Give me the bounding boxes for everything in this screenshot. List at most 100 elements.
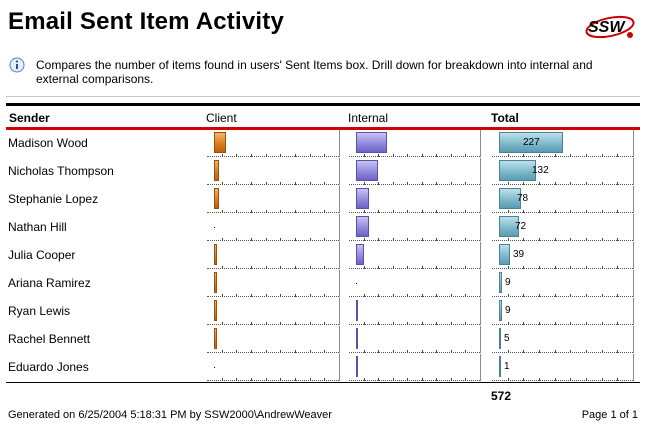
axis-tick (324, 154, 326, 157)
top-divider (6, 96, 640, 97)
axis-tick (407, 266, 409, 269)
axis-tick (450, 266, 452, 269)
axis-tick (378, 238, 380, 241)
column-header-internal[interactable]: Internal (348, 111, 389, 125)
axis-tick (523, 238, 525, 241)
sender-name[interactable]: Ryan Lewis (8, 304, 71, 318)
table-row[interactable]: Nicholas Thompson 132 (6, 158, 640, 186)
internal-bar[interactable] (356, 328, 358, 349)
sender-name[interactable]: Eduardo Jones (8, 360, 89, 374)
total-bar-cell: 227 (492, 130, 634, 157)
sender-name[interactable]: Ariana Ramirez (8, 276, 91, 290)
sender-name[interactable]: Nicholas Thompson (8, 164, 114, 178)
total-bar[interactable] (499, 356, 501, 377)
internal-bar[interactable] (356, 160, 378, 181)
column-header-client[interactable]: Client (206, 111, 237, 125)
client-bar[interactable] (214, 300, 217, 321)
axis-tick (392, 322, 394, 325)
axis-tick (363, 154, 365, 157)
axis-tick (465, 378, 467, 381)
internal-bar[interactable] (356, 356, 358, 377)
axis-tick (436, 294, 438, 297)
cell-axis (207, 184, 339, 185)
axis-tick (465, 154, 467, 157)
client-bar[interactable] (214, 328, 217, 349)
table-row[interactable]: Ryan Lewis 9 (6, 298, 640, 326)
axis-tick (236, 350, 238, 353)
axis-tick (421, 378, 423, 381)
cell-axis (492, 268, 633, 269)
sender-name[interactable]: Julia Cooper (8, 248, 76, 262)
axis-tick (280, 266, 282, 269)
client-bar-cell (207, 326, 340, 353)
client-bar[interactable] (214, 244, 217, 265)
internal-bar[interactable] (356, 300, 358, 321)
info-icon (9, 57, 25, 73)
column-header-sender[interactable]: Sender (9, 111, 50, 125)
internal-bar[interactable] (356, 188, 369, 209)
total-bar[interactable] (499, 160, 536, 181)
axis-tick (392, 294, 394, 297)
internal-bar[interactable] (356, 216, 369, 237)
axis-tick (363, 322, 365, 325)
internal-bar-cell (349, 326, 481, 353)
total-bar[interactable] (499, 216, 519, 237)
table-row[interactable]: Nathan Hill 72 (6, 214, 640, 242)
table-row[interactable]: Ariana Ramirez 9 (6, 270, 640, 298)
internal-bar[interactable] (356, 244, 364, 265)
axis-tick (295, 154, 296, 157)
axis-tick (450, 238, 452, 241)
table-row[interactable]: Stephanie Lopez 78 (6, 186, 640, 214)
axis-tick (392, 210, 394, 213)
total-bar[interactable] (499, 244, 510, 265)
table-row[interactable]: Madison Wood 227 (6, 130, 640, 158)
sender-name[interactable]: Nathan Hill (8, 220, 67, 234)
axis-tick (465, 266, 467, 269)
table-row[interactable]: Julia Cooper 39 (6, 242, 640, 270)
axis-tick (265, 294, 267, 297)
internal-bar[interactable] (356, 132, 387, 153)
axis-tick (421, 322, 423, 325)
total-bar[interactable] (499, 188, 521, 209)
axis-tick (465, 350, 467, 353)
header-bottom-rule (6, 127, 640, 130)
axis-tick (539, 266, 540, 269)
client-bar-cell (207, 242, 340, 269)
sender-name[interactable]: Madison Wood (8, 136, 88, 150)
axis-tick (570, 210, 572, 213)
total-bar[interactable] (499, 132, 563, 153)
total-bar[interactable] (499, 300, 502, 321)
axis-tick (280, 322, 282, 325)
cell-axis (349, 156, 480, 157)
axis-tick (363, 266, 365, 269)
axis-tick (221, 266, 223, 269)
axis-tick (265, 182, 267, 185)
axis-tick (507, 294, 509, 297)
axis-tick (309, 322, 311, 325)
axis-tick (280, 182, 282, 185)
sender-name[interactable]: Rachel Bennett (8, 332, 91, 346)
axis-tick (378, 294, 380, 297)
axis-tick (265, 154, 267, 157)
total-bar-cell: 132 (492, 158, 634, 185)
cell-axis (349, 212, 480, 213)
cell-axis (492, 324, 633, 325)
axis-tick (265, 266, 267, 269)
axis-tick (450, 182, 452, 185)
client-bar[interactable] (214, 160, 219, 181)
axis-tick (236, 322, 238, 325)
client-bar[interactable] (214, 132, 226, 153)
axis-tick (539, 154, 540, 157)
column-header-total[interactable]: Total (491, 111, 519, 125)
sender-name[interactable]: Stephanie Lopez (8, 192, 99, 206)
total-bar-cell: 9 (492, 270, 634, 297)
table-row[interactable]: Rachel Bennett 5 (6, 326, 640, 354)
table-row[interactable]: Eduardo Jones 1 (6, 354, 640, 382)
client-bar[interactable] (214, 272, 217, 293)
client-bar-cell (207, 298, 340, 325)
total-bar[interactable] (499, 328, 501, 349)
client-bar[interactable] (214, 188, 219, 209)
total-bar[interactable] (499, 272, 502, 293)
axis-tick (236, 238, 238, 241)
axis-tick (324, 378, 326, 381)
